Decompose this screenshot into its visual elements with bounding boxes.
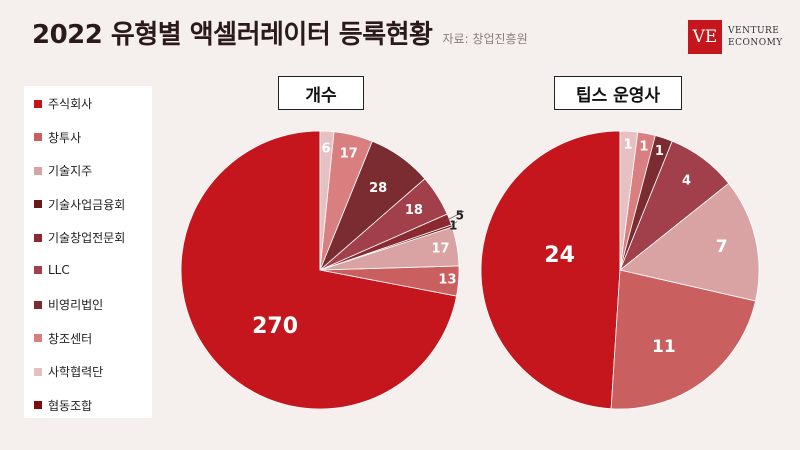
legend-swatch: [34, 334, 42, 342]
legend-item: 주식회사: [34, 95, 92, 112]
legend-label: LLC: [48, 262, 70, 277]
data-label: 1: [623, 138, 632, 153]
logo-mark: VE: [688, 20, 722, 54]
data-label: 17: [340, 146, 358, 161]
pie-slice: [619, 130, 639, 271]
pie-slice: [319, 130, 335, 271]
pie-slice: [180, 130, 458, 410]
data-label: 5: [456, 208, 464, 222]
data-label: 270: [252, 314, 298, 339]
legend-label: 기술지주: [48, 164, 93, 178]
page-title: 2022 유형별 액셀러레이터 등록현황: [32, 20, 433, 50]
logo: VE VENTURE ECONOMY: [688, 20, 783, 54]
legend-label: 사학협력단: [48, 365, 104, 379]
legend-swatch: [34, 133, 42, 141]
data-label: 7: [716, 237, 728, 257]
pie-slice: [610, 269, 756, 410]
logo-text: VENTURE ECONOMY: [728, 25, 783, 49]
legend-item: LLC: [34, 263, 70, 277]
legend-item: 협동조합: [34, 397, 92, 414]
data-label: 18: [405, 203, 423, 218]
legend-item: 창조센터: [34, 330, 92, 347]
legend-label: 창투사: [48, 130, 82, 145]
logo-text-line1: VENTURE: [728, 26, 780, 36]
chart-title-count: 개수: [278, 76, 364, 110]
data-label: 24: [544, 243, 575, 268]
legend-swatch: [34, 265, 42, 274]
legend-swatch: [34, 200, 42, 208]
source-note: 자료: 창업진흥원: [442, 32, 528, 46]
legend-item: 기술지주: [34, 162, 92, 179]
legend-label: 기술창업전문회: [48, 231, 126, 245]
title-row: 2022 유형별 액셀러레이터 등록현황 자료: 창업진흥원: [32, 14, 528, 51]
legend-swatch: [34, 166, 42, 175]
legend-label: 창조센터: [48, 331, 93, 346]
legend-item: 기술사업금융회: [34, 196, 125, 213]
legend-item: 비영리법인: [34, 296, 103, 313]
legend-label: 주식회사: [48, 97, 93, 111]
legend-label: 기술사업금융회: [48, 197, 126, 212]
legend-item: 기술창업전문회: [34, 229, 125, 246]
legend-swatch: [34, 300, 42, 309]
legend-swatch: [34, 401, 42, 409]
logo-text-line2: ECONOMY: [728, 38, 783, 48]
data-label: 28: [369, 181, 387, 196]
label-leader-line: [445, 211, 464, 222]
data-label: 1: [655, 144, 664, 159]
legend-swatch: [34, 233, 42, 242]
data-label: 13: [438, 273, 456, 288]
legend-label: 협동조합: [48, 398, 93, 413]
data-label: 1: [639, 140, 648, 155]
pie-slice: [619, 182, 760, 302]
chart-title-tips: 팁스 운영사: [554, 76, 682, 110]
legend-swatch: [34, 99, 42, 108]
data-label: 11: [652, 337, 676, 357]
data-label: 1: [449, 219, 457, 233]
data-label: 17: [431, 242, 449, 257]
legend-item: 창투사: [34, 129, 81, 146]
legend-item: 사학협력단: [34, 363, 103, 380]
legend-label: 비영리법인: [48, 298, 104, 312]
data-label: 4: [682, 173, 691, 188]
pie-slice: [480, 130, 621, 410]
legend-swatch: [34, 367, 42, 376]
label-leader-line: [447, 221, 458, 228]
data-label: 6: [322, 142, 331, 157]
